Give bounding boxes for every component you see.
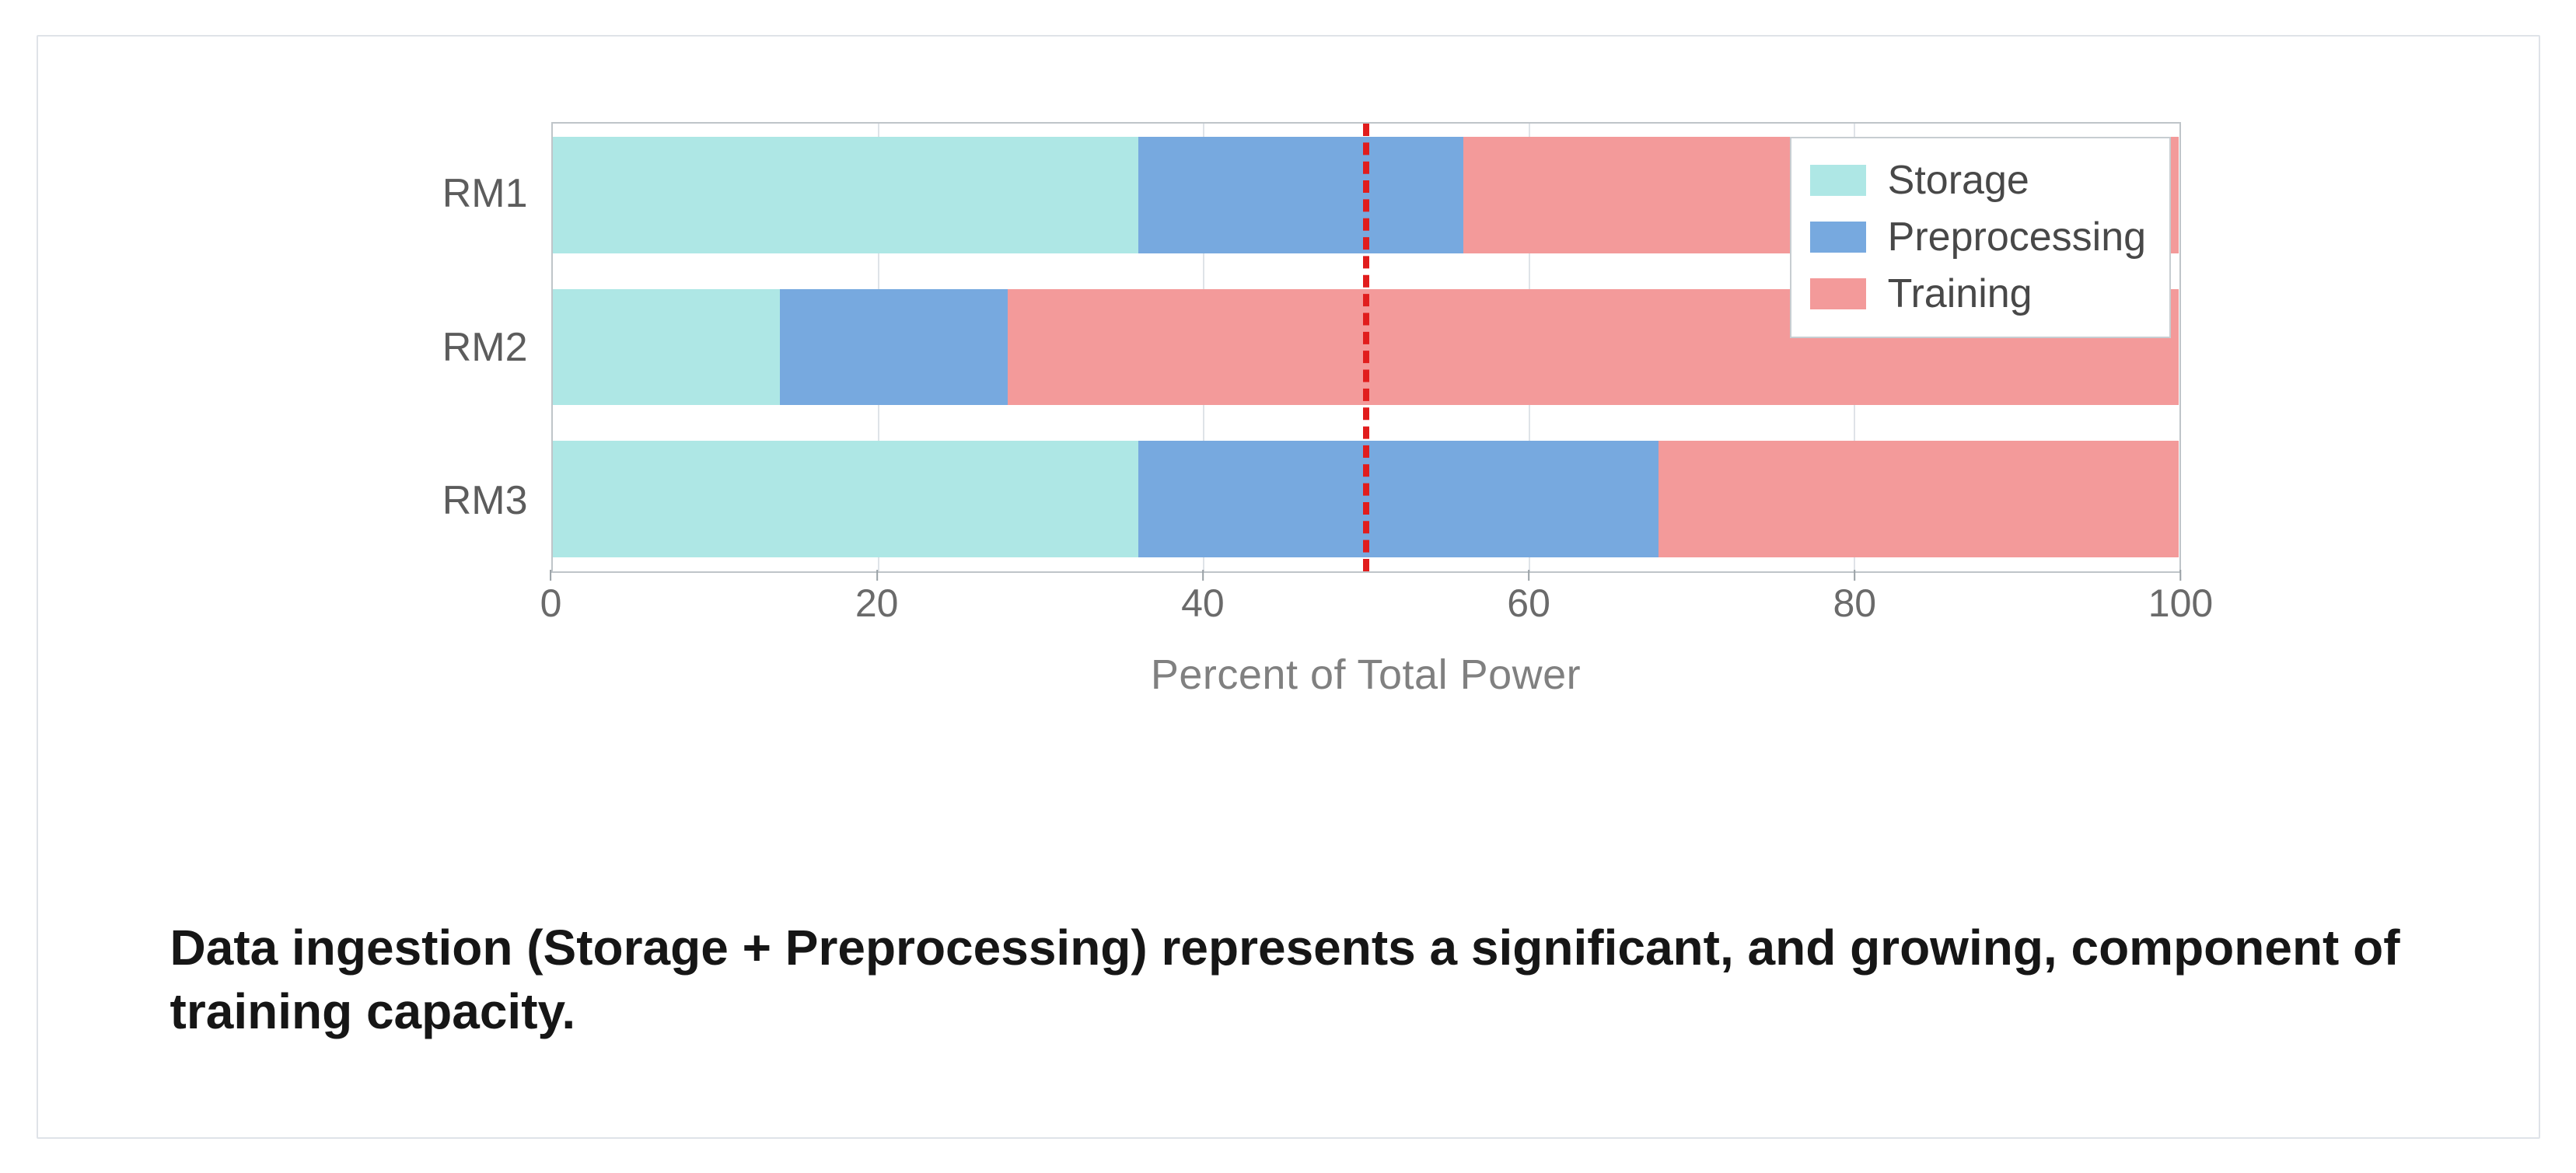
figure-caption: Data ingestion (Storage + Preprocessing)… bbox=[170, 916, 2406, 1044]
bar-segment-preprocessing bbox=[1138, 441, 1658, 557]
x-tick-label: 0 bbox=[540, 581, 562, 625]
x-tick: 0 bbox=[540, 581, 562, 626]
x-tick: 80 bbox=[1833, 581, 1876, 626]
power-breakdown-chart: RM1 RM2 RM3 Storage Preprocessing Training 0… bbox=[147, 122, 2430, 713]
x-axis-label: Percent of Total Power bbox=[551, 651, 2181, 699]
legend-label: Storage bbox=[1888, 155, 2029, 206]
bar-segment-preprocessing bbox=[780, 289, 1008, 406]
x-tick-label: 80 bbox=[1833, 581, 1876, 625]
legend-label: Preprocessing bbox=[1888, 212, 2146, 263]
bar-segment-storage bbox=[553, 441, 1138, 557]
x-tick: 40 bbox=[1181, 581, 1225, 626]
bar-segment-storage bbox=[553, 289, 781, 406]
legend-item: Storage bbox=[1810, 152, 2146, 209]
page-root: RM1 RM2 RM3 Storage Preprocessing Training 0… bbox=[0, 0, 2576, 1173]
y-category-label: RM1 bbox=[442, 170, 528, 217]
legend-label: Training bbox=[1888, 269, 2032, 319]
x-tick-label: 100 bbox=[2148, 581, 2213, 625]
x-tick-mark bbox=[876, 570, 878, 581]
x-tick-mark bbox=[1854, 570, 1855, 581]
x-tick-mark bbox=[2180, 570, 2182, 581]
x-tick-label: 20 bbox=[855, 581, 899, 625]
legend-swatch bbox=[1810, 278, 1866, 309]
legend-item: Training bbox=[1810, 266, 2146, 323]
plot-area: Storage Preprocessing Training bbox=[551, 122, 2181, 573]
x-tick: 100 bbox=[2148, 581, 2213, 626]
x-tick-label: 40 bbox=[1181, 581, 1225, 625]
x-tick-mark bbox=[1202, 570, 1204, 581]
figure-card: RM1 RM2 RM3 Storage Preprocessing Training 0… bbox=[37, 35, 2540, 1139]
x-tick-label: 60 bbox=[1507, 581, 1550, 625]
x-axis-ticks: 020406080100 bbox=[551, 581, 2181, 643]
bar-segment-preprocessing bbox=[1138, 137, 1463, 253]
x-tick-mark bbox=[551, 570, 552, 581]
y-axis-labels: RM1 RM2 RM3 bbox=[380, 122, 544, 713]
y-category-label: RM3 bbox=[442, 477, 528, 524]
reference-line bbox=[1363, 124, 1369, 571]
bar-segment-storage bbox=[553, 137, 1138, 253]
x-tick: 60 bbox=[1507, 581, 1550, 626]
y-category-label: RM2 bbox=[442, 324, 528, 371]
legend: Storage Preprocessing Training bbox=[1790, 137, 2171, 338]
legend-swatch bbox=[1810, 222, 1866, 253]
x-tick: 20 bbox=[855, 581, 899, 626]
bar-segment-training bbox=[1658, 441, 2179, 557]
x-tick-mark bbox=[1528, 570, 1529, 581]
legend-item: Preprocessing bbox=[1810, 209, 2146, 266]
legend-swatch bbox=[1810, 165, 1866, 196]
